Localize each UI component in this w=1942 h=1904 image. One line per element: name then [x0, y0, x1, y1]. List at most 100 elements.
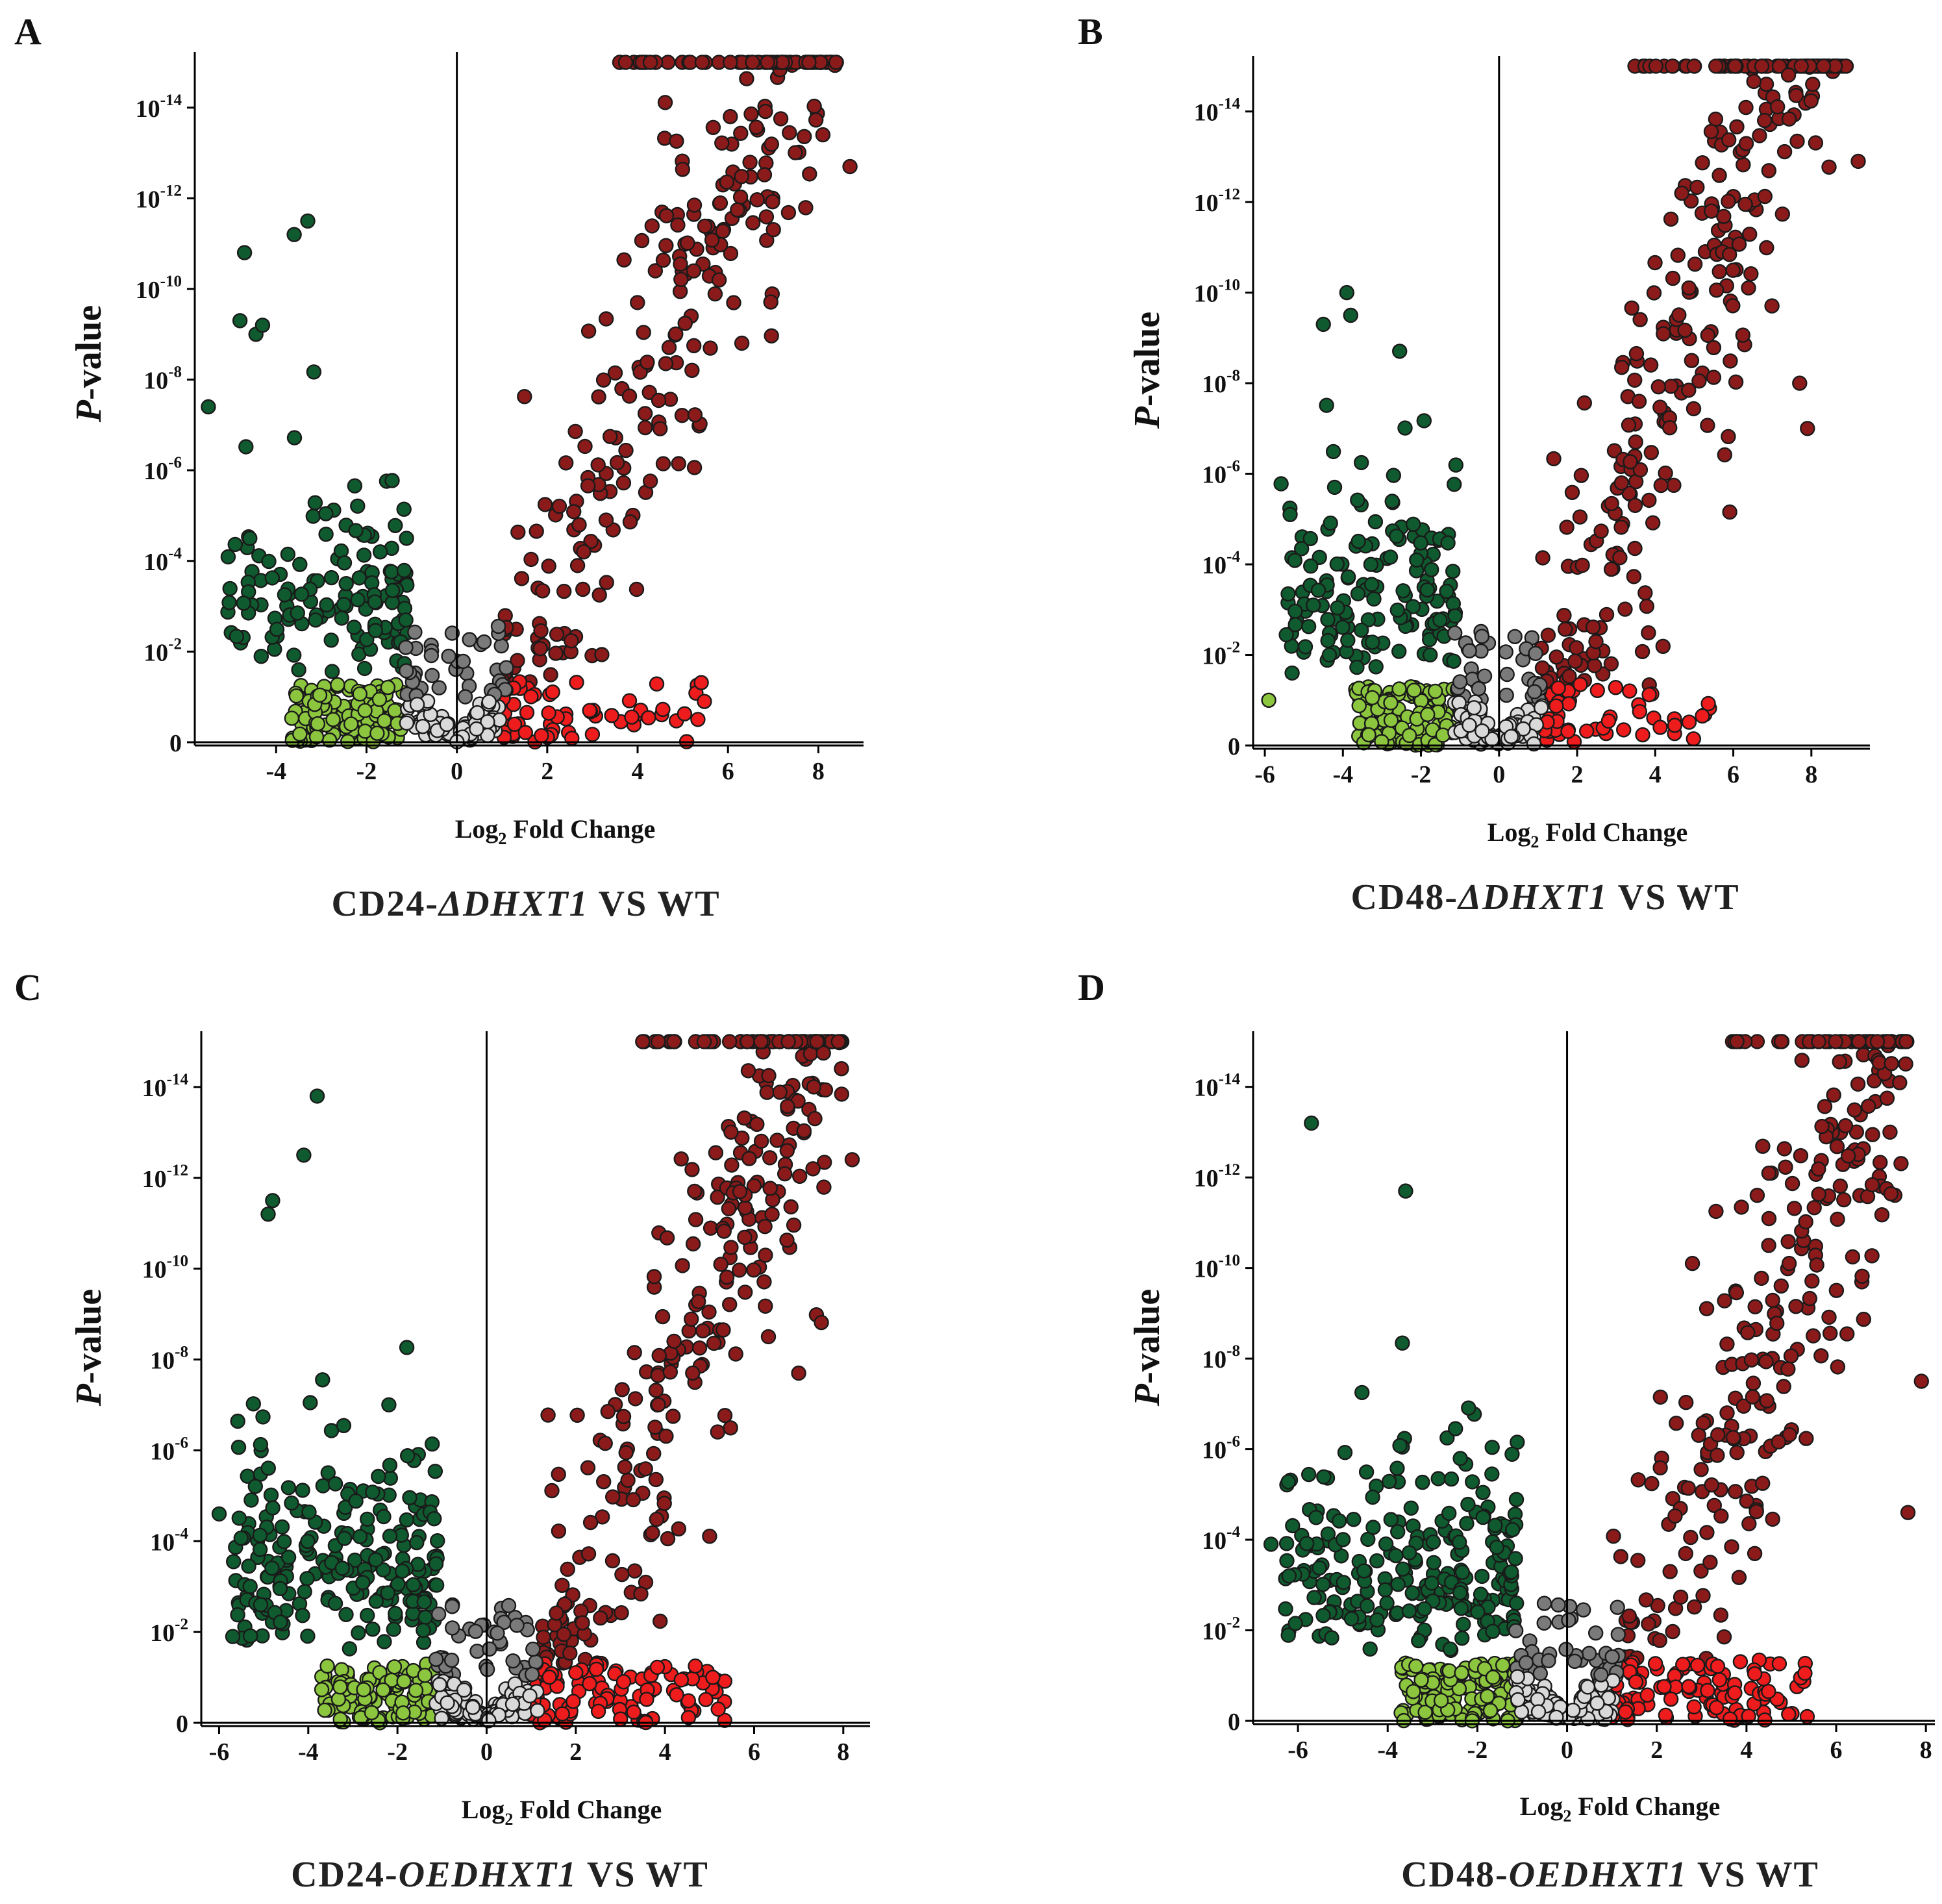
y-tick-label: 10-2	[1202, 1614, 1240, 1646]
data-point	[1320, 633, 1336, 649]
data-point	[1416, 1601, 1432, 1617]
data-point	[1389, 1460, 1405, 1476]
data-point	[1652, 720, 1668, 735]
data-point	[343, 716, 359, 732]
data-point	[305, 508, 321, 524]
data-point	[469, 721, 484, 737]
data-point	[1792, 375, 1808, 391]
data-point	[384, 582, 401, 598]
data-point	[1330, 600, 1345, 616]
data-point	[764, 136, 780, 152]
data-point	[1325, 444, 1341, 460]
data-point	[704, 232, 720, 248]
data-point	[390, 1576, 406, 1592]
data-point	[327, 1476, 343, 1492]
data-point	[1441, 1505, 1457, 1522]
data-point	[684, 362, 700, 378]
data-point	[1671, 307, 1687, 323]
data-point	[1408, 1659, 1424, 1674]
data-point	[806, 1079, 822, 1095]
data-point	[1488, 1518, 1503, 1533]
data-point	[1351, 533, 1366, 549]
data-point	[1781, 111, 1797, 127]
data-point	[330, 677, 345, 693]
data-point	[236, 595, 251, 611]
y-tick-label: 10-6	[150, 1434, 188, 1465]
data-point	[1788, 88, 1804, 103]
data-point	[723, 1240, 739, 1255]
data-point	[532, 641, 548, 657]
data-point	[230, 1439, 247, 1455]
y-tick-label: 10-2	[150, 1616, 188, 1647]
data-point	[1340, 633, 1356, 648]
data-point	[1634, 644, 1650, 660]
data-point	[1632, 312, 1648, 327]
data-point	[766, 222, 781, 238]
data-point	[686, 263, 702, 279]
data-point	[1470, 1604, 1486, 1620]
data-point	[1725, 262, 1741, 278]
data-point	[1913, 1373, 1930, 1389]
x-axis-label: Log2 Fold Change	[455, 814, 656, 848]
data-point	[691, 1340, 708, 1356]
data-point	[756, 1274, 772, 1290]
data-point	[310, 716, 326, 732]
data-point	[613, 1711, 629, 1727]
data-point	[1589, 1696, 1605, 1711]
data-point	[490, 1625, 505, 1641]
data-point	[524, 1666, 540, 1683]
data-point	[749, 1116, 765, 1133]
data-point	[1641, 492, 1657, 508]
data-point	[753, 1034, 769, 1049]
data-point	[740, 1034, 755, 1049]
data-point	[669, 1687, 684, 1703]
data-point	[582, 1514, 599, 1531]
data-point	[1900, 1505, 1916, 1520]
data-point	[1455, 1616, 1471, 1633]
data-point	[1615, 722, 1632, 738]
data-point	[417, 1609, 433, 1625]
data-point	[1680, 1480, 1697, 1496]
data-point	[1663, 1691, 1679, 1707]
data-point	[796, 1123, 812, 1139]
data-point	[582, 703, 597, 718]
data-point	[758, 1247, 773, 1263]
data-point	[717, 1407, 733, 1423]
data-point	[399, 531, 414, 546]
data-point	[456, 1682, 472, 1698]
data-point	[245, 1396, 261, 1412]
data-point	[300, 1628, 316, 1644]
data-point	[424, 668, 440, 684]
data-point	[1405, 516, 1421, 532]
data-point	[261, 553, 277, 570]
data-point	[323, 570, 340, 586]
data-point	[1847, 1102, 1863, 1118]
data-point	[636, 325, 651, 340]
data-point	[1681, 280, 1697, 296]
data-point	[599, 575, 614, 590]
data-point	[1648, 58, 1664, 74]
data-point	[1280, 1474, 1296, 1490]
data-point	[1389, 1524, 1406, 1540]
data-point	[1335, 1532, 1351, 1547]
data-point	[1530, 1704, 1547, 1720]
data-point	[711, 272, 727, 288]
data-point	[1331, 1513, 1347, 1529]
data-point	[1575, 557, 1590, 573]
data-point	[783, 1199, 799, 1215]
data-point	[1559, 520, 1575, 535]
data-point	[1738, 136, 1754, 151]
data-point	[541, 705, 556, 721]
data-point	[1305, 597, 1321, 613]
data-point	[318, 506, 334, 521]
data-point	[1361, 727, 1376, 743]
data-point	[360, 1607, 375, 1623]
data-point	[1471, 681, 1487, 697]
data-point	[522, 1688, 538, 1704]
data-point	[1745, 1389, 1761, 1405]
data-point	[1495, 1657, 1511, 1673]
x-tick-label: 0	[1493, 761, 1505, 788]
data-point	[1793, 1147, 1809, 1164]
x-tick-label: 4	[1740, 1736, 1752, 1764]
data-point	[332, 1711, 348, 1727]
